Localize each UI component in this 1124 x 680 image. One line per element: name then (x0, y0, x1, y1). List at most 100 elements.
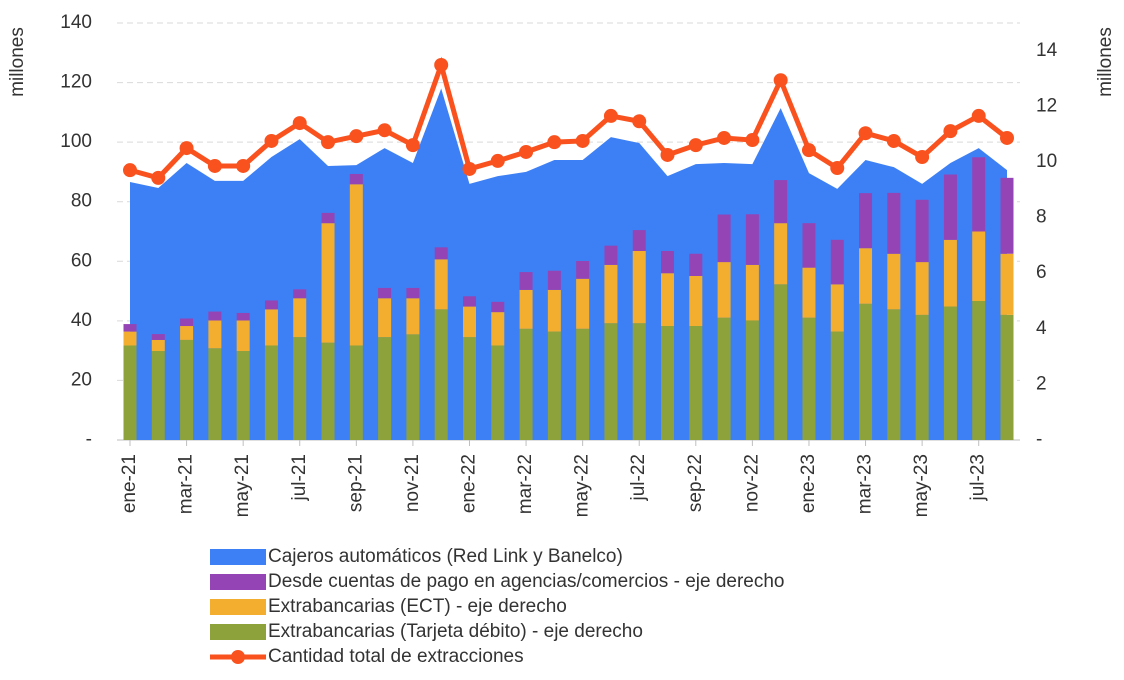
x-tick-label: nov-21 (402, 454, 423, 512)
bar (972, 157, 986, 232)
x-tick-label: jul-21 (289, 454, 310, 501)
bar (576, 278, 590, 329)
bar (434, 259, 448, 310)
bar (745, 320, 759, 440)
bar (491, 345, 505, 440)
bar (972, 301, 986, 440)
bar (943, 239, 957, 307)
bar (123, 324, 137, 332)
bar (491, 301, 505, 313)
line-marker (688, 138, 703, 153)
bar (859, 303, 873, 440)
y-tick-label: 40 (71, 310, 92, 331)
bar (349, 345, 363, 440)
legend-label: Extrabancarias (Tarjeta débito) - eje de… (268, 621, 643, 642)
line-marker (462, 161, 477, 176)
bar (349, 173, 363, 185)
x-tick-label: may-21 (232, 454, 253, 517)
bar (378, 337, 392, 440)
line-marker (236, 158, 251, 173)
bar (519, 289, 533, 329)
x-tick-label: mar-21 (176, 454, 197, 514)
y2-axis-label: millones (1095, 27, 1116, 97)
line-marker (801, 143, 816, 158)
x-tick-label: jul-23 (968, 454, 989, 501)
bar (915, 199, 929, 263)
bar (236, 312, 250, 321)
y-axis-label: millones (7, 27, 28, 97)
bar (887, 192, 901, 254)
bar (661, 273, 675, 327)
line-marker (660, 147, 675, 162)
bar (632, 323, 646, 440)
bar (236, 351, 250, 440)
x-tick-label: may-23 (911, 454, 932, 517)
bar (689, 253, 703, 276)
x-tick-label: mar-23 (855, 454, 876, 514)
legend-swatch (210, 624, 266, 640)
bar (434, 309, 448, 440)
bar (1000, 314, 1014, 440)
bar (349, 184, 363, 346)
bar (972, 231, 986, 301)
x-tick-label: mar-22 (515, 454, 536, 514)
bar (123, 345, 137, 440)
bar (774, 180, 788, 224)
bar (462, 296, 476, 307)
bar (576, 328, 590, 440)
y-tick-label: 60 (71, 250, 92, 271)
area (130, 88, 1007, 441)
line-marker (547, 135, 562, 150)
bar (604, 264, 618, 324)
bar (462, 337, 476, 440)
y-tick-label: 100 (60, 131, 92, 152)
bar (887, 309, 901, 440)
x-tick-label: sep-21 (345, 454, 366, 512)
bar (378, 298, 392, 338)
legend-label: Desde cuentas de pago en agencias/comerc… (268, 571, 785, 592)
bar (604, 245, 618, 265)
line-marker (971, 108, 986, 123)
bar (519, 328, 533, 440)
x-tick-label: may-22 (572, 454, 593, 517)
y2-tick-label: 4 (1036, 318, 1047, 339)
bar (208, 311, 222, 321)
line-marker (151, 170, 166, 185)
bar (151, 351, 165, 440)
legend-marker (231, 650, 245, 664)
line-marker (603, 108, 618, 123)
bar (547, 270, 561, 290)
bar (293, 337, 307, 440)
legend-label: Extrabancarias (ECT) - eje derecho (268, 596, 567, 617)
bar (830, 239, 844, 285)
legend-swatch (210, 599, 266, 615)
bar (547, 289, 561, 332)
bar (321, 342, 335, 440)
line-marker (858, 126, 873, 141)
line-marker (264, 133, 279, 148)
line-marker (773, 73, 788, 88)
bar (293, 289, 307, 299)
line-marker (292, 116, 307, 131)
line-marker (405, 138, 420, 153)
line-marker (632, 114, 647, 129)
line-marker (943, 124, 958, 139)
bar (830, 331, 844, 440)
legend-swatch (210, 574, 266, 590)
bar (491, 312, 505, 346)
bar (774, 223, 788, 285)
line-marker (490, 153, 505, 168)
bar (406, 298, 420, 335)
line-marker (434, 57, 449, 72)
y-tick-label: - (86, 429, 92, 450)
bar (915, 262, 929, 315)
bar (321, 212, 335, 224)
bar (434, 247, 448, 260)
bar (887, 253, 901, 310)
x-tick-label: sep-22 (685, 454, 706, 512)
bar (717, 317, 731, 440)
line-marker (886, 133, 901, 148)
legend-label: Cantidad total de extracciones (268, 646, 524, 667)
y2-tick-label: 14 (1036, 40, 1058, 61)
